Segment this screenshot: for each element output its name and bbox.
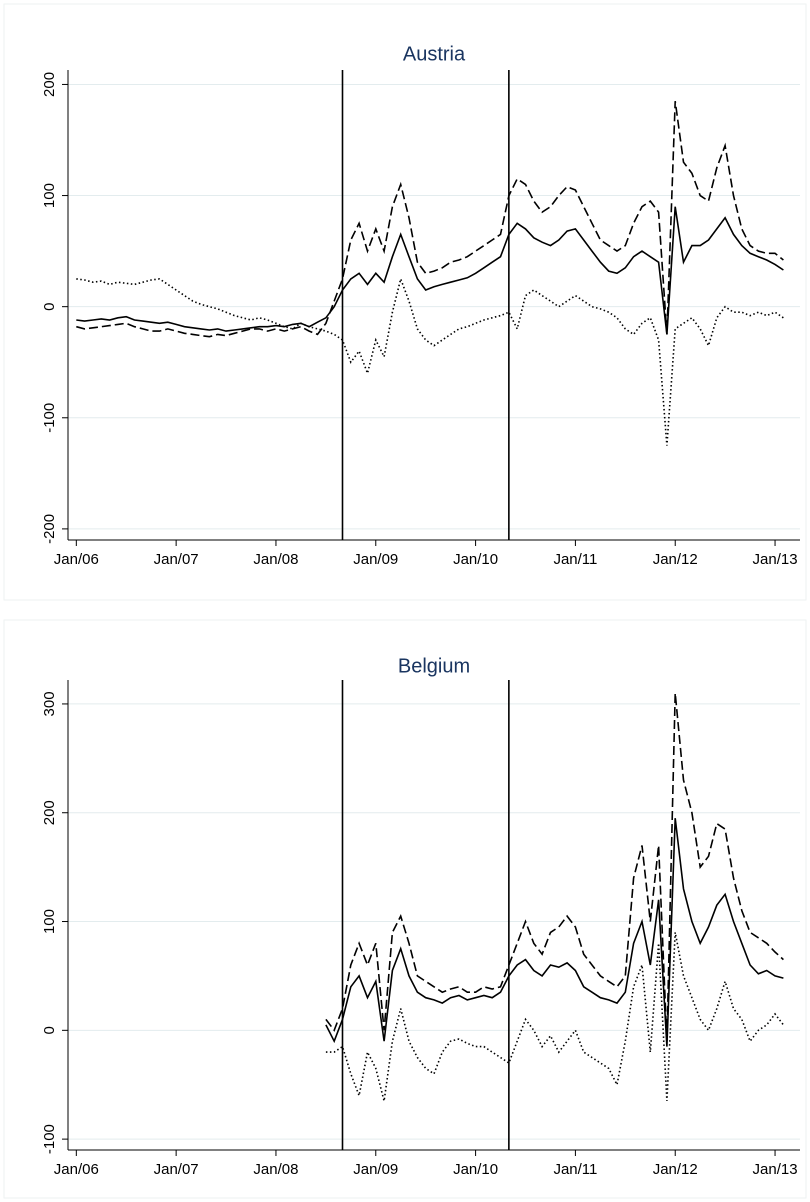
y-tick-label: 300 (41, 691, 58, 716)
y-tick-label: 100 (41, 909, 58, 934)
x-tick-label: Jan/11 (553, 551, 597, 568)
panel (3, 3, 807, 601)
y-tick-label: -100 (41, 403, 58, 433)
y-tick-label: 0 (41, 1026, 58, 1034)
x-tick-label: Jan/07 (154, 1161, 199, 1178)
x-tick-label: Jan/06 (54, 1161, 99, 1178)
x-tick-label: Jan/12 (653, 1161, 698, 1178)
x-tick-label: Jan/07 (154, 551, 199, 568)
x-tick-label: Jan/11 (553, 1161, 597, 1178)
x-tick-label: Jan/10 (453, 551, 498, 568)
x-tick-label: Jan/09 (353, 1161, 398, 1178)
y-tick-label: 0 (41, 302, 58, 310)
y-tick-label: -100 (41, 1124, 58, 1154)
chart-title: Belgium (398, 655, 470, 677)
x-tick-label: Jan/13 (753, 1161, 798, 1178)
y-tick-label: 200 (41, 800, 58, 825)
y-tick-label: -200 (41, 514, 58, 544)
x-tick-label: Jan/12 (653, 551, 698, 568)
x-tick-label: Jan/08 (253, 1161, 298, 1178)
y-tick-label: 200 (41, 72, 58, 97)
x-tick-label: Jan/08 (253, 551, 298, 568)
x-tick-label: Jan/06 (54, 551, 99, 568)
y-tick-label: 100 (41, 183, 58, 208)
line-series (76, 100, 784, 338)
panel (3, 619, 807, 1199)
chart-title: Austria (403, 43, 466, 65)
x-tick-label: Jan/10 (453, 1161, 498, 1178)
line-series (325, 693, 784, 1042)
x-tick-label: Jan/13 (753, 551, 798, 568)
line-series (325, 818, 784, 1047)
x-tick-label: Jan/09 (353, 551, 398, 568)
